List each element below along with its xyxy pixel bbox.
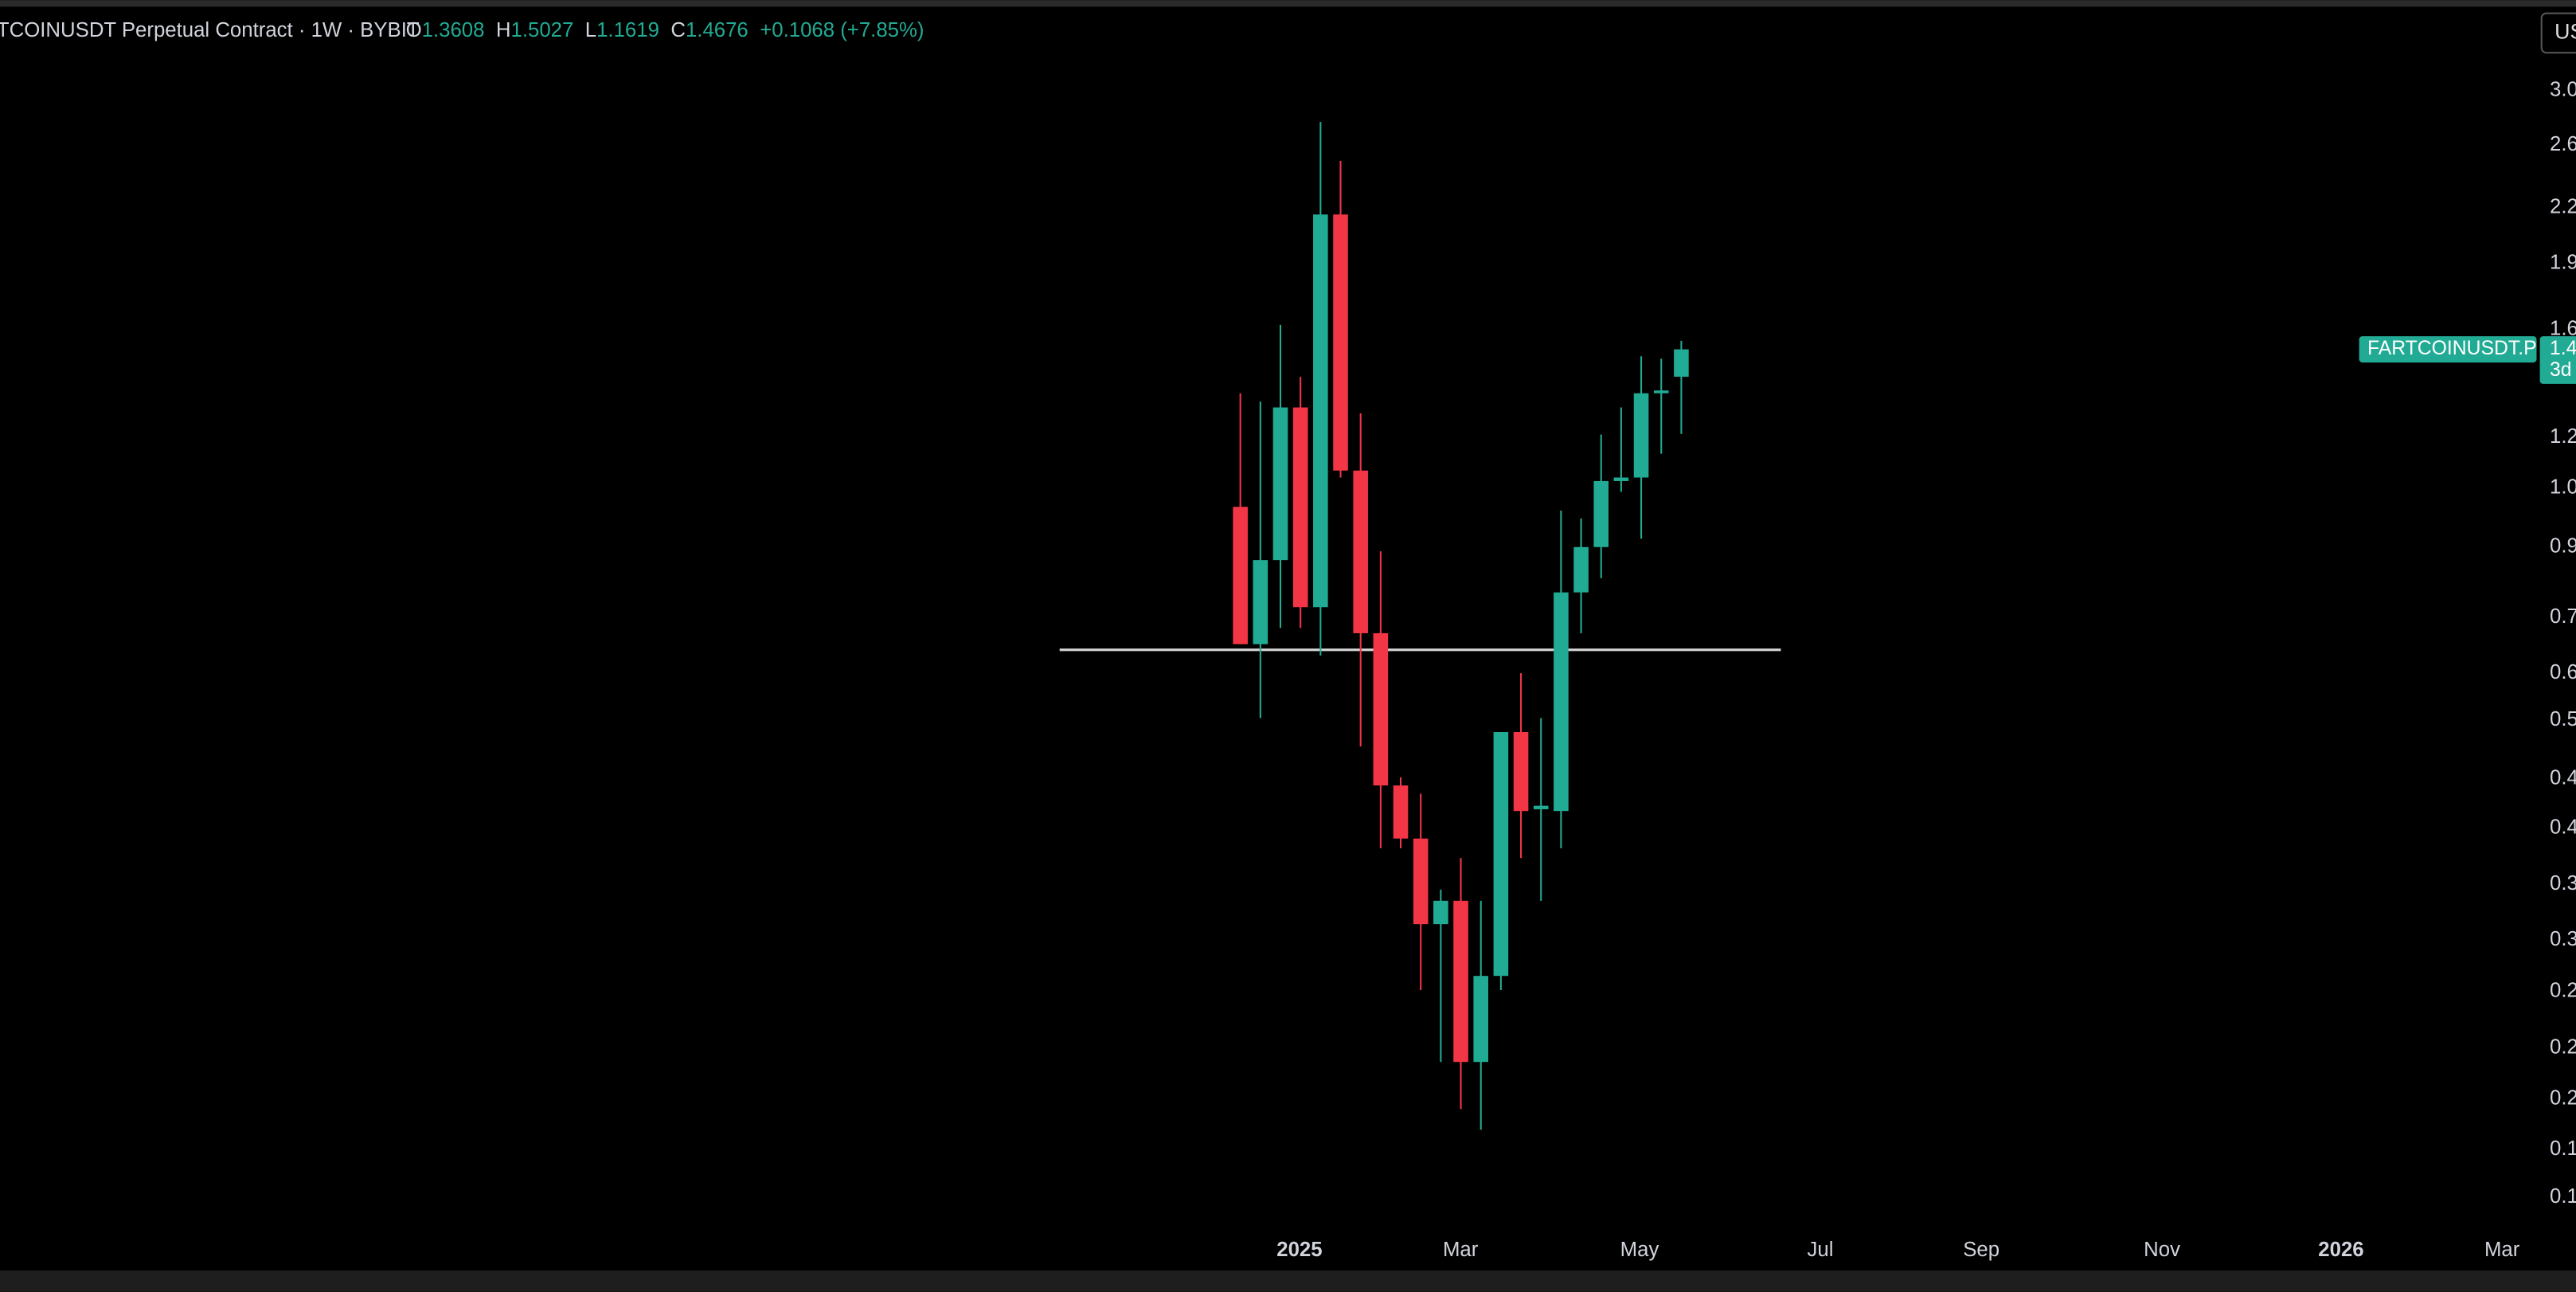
candle-body xyxy=(1353,470,1368,633)
y-tick-label: 0.2 xyxy=(2550,980,2576,1002)
bottom-bar xyxy=(0,1270,2576,1292)
candle-body xyxy=(1513,731,1529,812)
price-tag-name: FARTCOINUSDT.P xyxy=(2367,338,2537,359)
y-tick-label: 1.0 xyxy=(2550,476,2576,499)
y-tick-label: 3.0 xyxy=(2550,78,2576,100)
top-button-label[interactable]: US xyxy=(2555,20,2576,44)
candle-body xyxy=(1593,480,1609,547)
x-tick-label: Mar xyxy=(1443,1239,1479,1261)
candle-body xyxy=(1554,592,1569,812)
y-tick-label: 0.1 xyxy=(2550,1185,2576,1208)
price-tag-countdown: 3d xyxy=(2550,359,2572,381)
y-tick-label: 0.3 xyxy=(2550,928,2576,950)
candle-body xyxy=(1433,900,1448,925)
candle-body xyxy=(1493,731,1509,977)
candle-body xyxy=(1233,507,1248,644)
candle-body xyxy=(1313,214,1328,608)
price-tag-bg xyxy=(2359,336,2537,363)
candle-body xyxy=(1653,390,1669,393)
candle-body xyxy=(1292,407,1308,608)
y-tick-label: 0.6 xyxy=(2550,661,2576,683)
y-tick-label: 1.6 xyxy=(2550,318,2576,340)
candle-body xyxy=(1533,805,1549,809)
y-tick-label: 0.1 xyxy=(2550,1137,2576,1160)
x-tick-label: Mar xyxy=(2484,1239,2520,1261)
legend-value: 1.1619 xyxy=(596,19,659,41)
y-tick-label: 0.2 xyxy=(2550,1087,2576,1110)
y-tick-label: 2.2 xyxy=(2550,196,2576,218)
y-tick-label: 0.5 xyxy=(2550,708,2576,730)
candle-body xyxy=(1393,785,1409,839)
y-tick-label: 0.7 xyxy=(2550,605,2576,628)
candle-body xyxy=(1453,900,1468,1063)
candle-body xyxy=(1473,976,1488,1063)
legend-key: C xyxy=(670,19,686,41)
candle-body xyxy=(1373,632,1389,786)
price-tag-value-bg xyxy=(2539,336,2576,384)
x-tick-label: Jul xyxy=(1807,1239,1833,1261)
legend-key: H xyxy=(496,19,511,41)
y-tick-label: 0.2 xyxy=(2550,1036,2576,1059)
candle-body xyxy=(1272,407,1288,561)
candle-body xyxy=(1333,214,1348,471)
x-tick-label: Nov xyxy=(2144,1239,2180,1261)
symbol-title: TCOINUSDT Perpetual Contract · 1W · BYBI… xyxy=(0,19,420,41)
candle-body xyxy=(1253,560,1268,644)
legend-value: 1.3608 xyxy=(422,19,485,41)
candle-body xyxy=(1573,546,1589,593)
candle-body xyxy=(1413,838,1429,925)
x-tick-label: 2025 xyxy=(1276,1239,1322,1261)
x-tick-label: May xyxy=(1620,1239,1659,1261)
top-border xyxy=(0,0,2576,7)
x-tick-label: Sep xyxy=(1963,1239,1999,1261)
legend-value: 1.4676 xyxy=(686,19,749,41)
legend-key: L xyxy=(585,19,596,41)
y-tick-label: 2.6 xyxy=(2550,133,2576,155)
y-tick-label: 1.9 xyxy=(2550,252,2576,274)
legend-change: +0.1068 (+7.85%) xyxy=(760,19,924,41)
price-tag-price: 1.4 xyxy=(2550,338,2576,359)
top-button[interactable] xyxy=(2540,12,2576,54)
legend-key: O xyxy=(406,19,422,41)
y-tick-label: 1.2 xyxy=(2550,425,2576,448)
candle-body xyxy=(1613,477,1629,481)
x-tick-label: 2026 xyxy=(2318,1239,2363,1261)
y-tick-label: 0.4 xyxy=(2550,767,2576,789)
y-tick-label: 0.4 xyxy=(2550,816,2576,839)
candle-body xyxy=(1633,393,1649,478)
legend-value: 1.5027 xyxy=(511,19,574,41)
ohlc-legend: O 1.3608 H 1.5027 L 1.1619 C 1.4676 +0.1068 (+7.… xyxy=(406,19,924,41)
y-tick-label: 0.3 xyxy=(2550,872,2576,895)
y-tick-label: 0.9 xyxy=(2550,535,2576,558)
candle-body xyxy=(1674,349,1689,377)
